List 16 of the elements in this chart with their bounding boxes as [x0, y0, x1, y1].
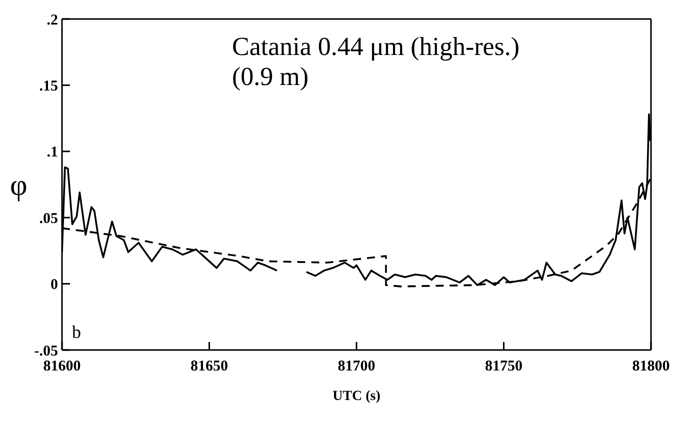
y-tick-label: .1	[46, 144, 58, 161]
y-axis-title: φ	[10, 169, 28, 202]
x-axis-title: UTC (s)	[332, 389, 381, 404]
y-tick-label: .15	[39, 78, 58, 95]
x-tick-label: 81750	[485, 358, 522, 375]
text: Catania 0.44 μm (high-res.)	[232, 32, 520, 62]
y-tick-label: -.05	[34, 343, 58, 360]
y-tick-label: 0	[50, 277, 58, 294]
annotation: b	[72, 322, 81, 343]
x-tick-label: 81650	[190, 358, 228, 375]
x-tick-label: 81800	[632, 358, 670, 375]
text: (0.9 m)	[232, 62, 310, 92]
x-tick-label: 81700	[338, 358, 376, 375]
y-tick-label: .05	[39, 210, 58, 227]
y-tick-label: .2	[46, 12, 58, 28]
x-tick-label: 81600	[43, 358, 81, 375]
